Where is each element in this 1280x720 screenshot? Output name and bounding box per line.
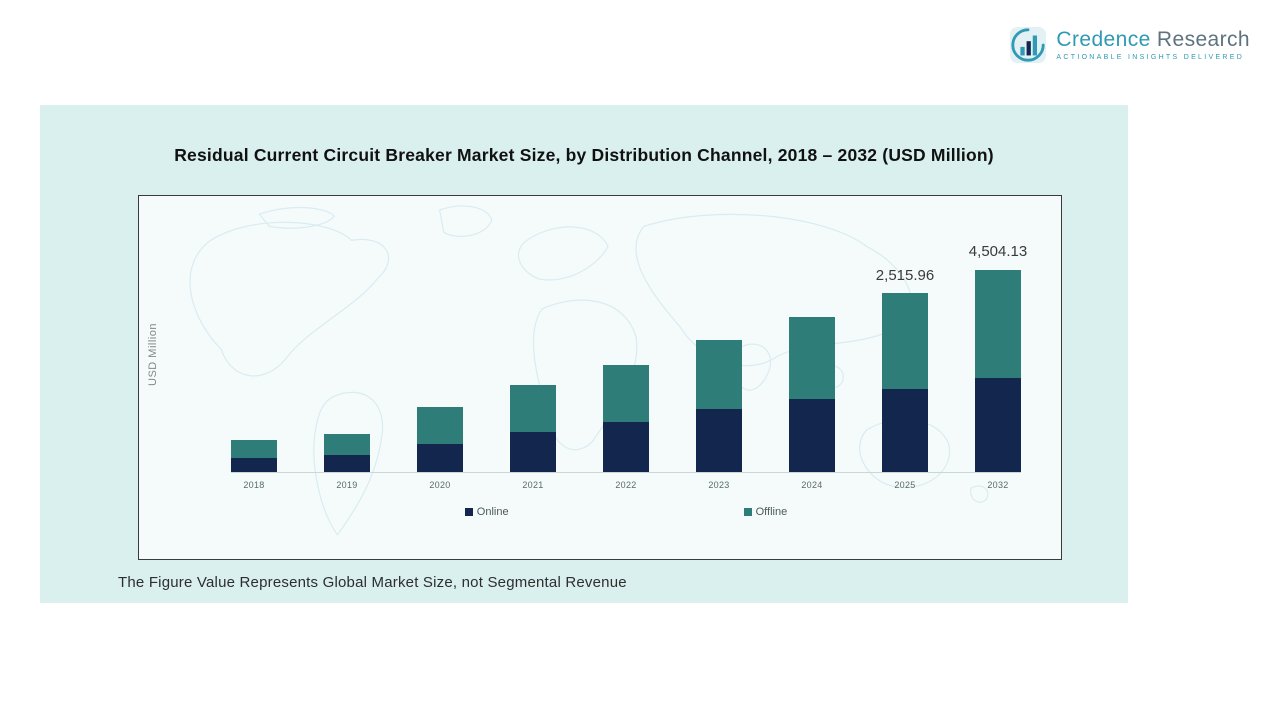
bar-segment-online-2024 [789,398,835,472]
bar-group-2022 [603,196,649,472]
bar-segment-offline-2019 [324,434,370,456]
bar-group-2021 [510,196,556,472]
logo-brand-secondary: Research [1150,28,1250,52]
chart-frame: USD Million 2,515.96 4,504.13 2018 2019 202… [138,195,1062,560]
logo-text: Credence Research Actionable Insights De… [1056,29,1250,61]
bar-group-2024 [789,196,835,472]
bar-segment-online-2020 [417,444,463,472]
legend-item-offline: Offline [743,506,788,518]
legend-item-online: Online [464,506,509,518]
bar-group-2032: 4,504.13 [969,196,1027,472]
logo-brand-primary: Credence [1056,28,1151,52]
x-axis-labels: 2018 2019 2020 2021 2022 2023 2024 2025 2032 [231,480,1021,490]
bar-group-2019 [324,196,370,472]
bar-segment-offline-2024 [789,317,835,399]
y-axis-label: USD Million [147,323,159,386]
legend: Online Offline [231,506,1021,518]
bar-group-2020 [417,196,463,472]
credence-research-logo: Credence Research Actionable Insights De… [1009,26,1250,64]
x-tick-2020: 2020 [429,480,451,490]
footnote: The Figure Value Represents Global Marke… [118,574,627,591]
bar-segment-online-2032 [975,377,1021,472]
x-tick-2023: 2023 [708,480,730,490]
legend-swatch-offline [743,508,752,516]
logo-brand: Credence Research [1056,29,1250,51]
x-tick-2021: 2021 [522,480,544,490]
bar-segment-online-2018 [231,458,277,472]
bar-segment-offline-2022 [603,364,649,423]
bar-segment-offline-2025 [882,293,928,389]
bar-segment-offline-2032 [975,269,1021,378]
chart-title: Residual Current Circuit Breaker Market … [174,145,994,165]
legend-label-offline: Offline [755,506,788,518]
bar-segment-offline-2018 [231,440,277,459]
bar-group-2025: 2,515.96 [876,196,934,472]
bar-segment-online-2025 [882,388,928,472]
bar-segment-online-2019 [324,455,370,472]
bar-segment-offline-2020 [417,406,463,445]
bar-segment-online-2023 [696,409,742,472]
x-tick-2022: 2022 [615,480,637,490]
bar-group-2023 [696,196,742,472]
bar-value-label-2025: 2,515.96 [875,267,935,285]
bar-segment-offline-2021 [510,384,556,433]
x-tick-2032: 2032 [987,480,1009,490]
bar-segment-offline-2023 [696,339,742,410]
x-tick-2025: 2025 [894,480,916,490]
x-tick-2019: 2019 [336,480,358,490]
legend-swatch-online [464,508,473,516]
chart-inner: 2,515.96 4,504.13 2018 2019 2020 2021 2022 202… [231,196,1027,518]
x-tick-2018: 2018 [243,480,265,490]
logo-tagline: Actionable Insights Delivered [1056,53,1245,61]
bar-segment-online-2021 [510,432,556,472]
bar-group-2018 [231,196,277,472]
legend-label-online: Online [476,506,509,518]
bar-chart-logo-icon [1010,26,1047,64]
world-map-background [189,205,989,536]
x-tick-2024: 2024 [801,480,823,490]
chart-panel: Residual Current Circuit Breaker Market … [40,105,1128,603]
bar-segment-online-2022 [603,422,649,472]
plot-area: 2,515.96 4,504.13 [231,196,1027,473]
bar-value-label-2032: 4,504.13 [968,243,1028,261]
